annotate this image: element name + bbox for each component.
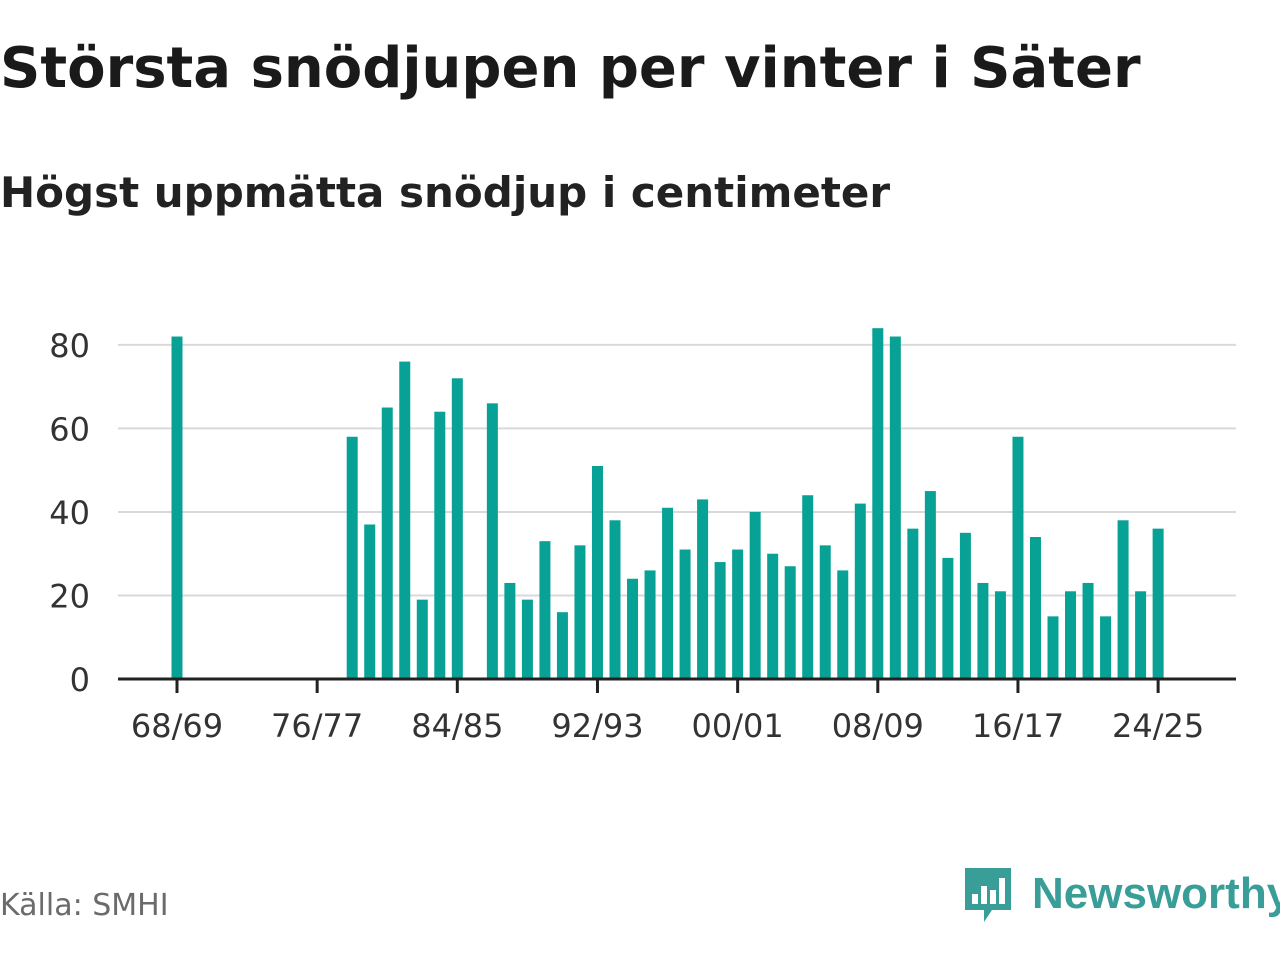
bar-14/15 [977, 582, 989, 679]
chart-subtitle: Högst uppmätta snödjup i centimeter [0, 168, 891, 217]
x-tick-label: 76/77 [271, 707, 363, 745]
x-tick-label: 84/85 [411, 707, 503, 745]
bar-06/07 [837, 570, 849, 679]
y-tick-label: 80 [49, 327, 90, 365]
bar-20/21 [1082, 582, 1094, 679]
bars [171, 328, 1164, 679]
bar-11/12 [924, 491, 936, 679]
x-tick-label: 24/25 [1112, 707, 1204, 745]
y-tick-label: 20 [49, 577, 90, 615]
bar-01/02 [749, 511, 761, 679]
source-note: Källa: SMHI [0, 888, 169, 923]
bar-17/18 [1029, 537, 1041, 679]
bar-08/09 [872, 328, 884, 679]
bar-98/99 [697, 499, 709, 679]
bar-68/69 [171, 336, 183, 679]
y-tick-label: 60 [49, 410, 90, 448]
bar-19/20 [1065, 591, 1077, 679]
bar-24/25 [1152, 528, 1164, 679]
bar-13/14 [959, 532, 971, 679]
bar-86/87 [486, 403, 498, 679]
x-tick-label: 00/01 [692, 707, 784, 745]
x-tick-label: 68/69 [131, 707, 223, 745]
bar-16/17 [1012, 436, 1024, 679]
bar-94/95 [627, 578, 639, 679]
bar-87/88 [504, 582, 516, 679]
newsworthy-logo-icon [965, 868, 1011, 922]
bar-82/83 [416, 599, 428, 679]
bar-83/84 [434, 411, 446, 679]
bar-15/16 [994, 591, 1006, 679]
bar-03/04 [784, 566, 796, 679]
bar-91/92 [574, 545, 586, 679]
bar-07/08 [854, 503, 866, 679]
gridlines [118, 343, 1236, 597]
bar-05/06 [819, 545, 831, 679]
bar-22/23 [1117, 520, 1129, 679]
y-tick-label: 40 [49, 494, 90, 532]
chart-title: Största snödjupen per vinter i Säter [0, 36, 1141, 101]
bar-21/22 [1100, 616, 1112, 679]
bar-90/91 [556, 612, 568, 679]
bar-89/90 [539, 541, 551, 679]
bar-96/97 [662, 507, 674, 679]
x-axis-ticks: 68/69 76/77 84/85 92/93 00/01 08/09 16/17 24/25 [131, 679, 1204, 745]
x-tick-label: 92/93 [551, 707, 643, 745]
bar-97/98 [679, 549, 691, 679]
y-axis-ticks: 0 20 40 60 80 [49, 327, 90, 699]
bar-79/80 [364, 524, 376, 679]
brand-name: Newsworthy [1032, 869, 1280, 918]
bar-95/96 [644, 570, 656, 679]
bar-18/19 [1047, 616, 1059, 679]
bar-92/93 [591, 466, 603, 679]
bar-00/01 [732, 549, 744, 679]
bar-02/03 [767, 553, 779, 679]
bar-81/82 [399, 361, 411, 679]
bar-84/85 [451, 378, 463, 679]
x-tick-label: 08/09 [832, 707, 924, 745]
y-tick-label: 0 [70, 661, 90, 699]
bar-88/89 [521, 599, 533, 679]
bar-09/10 [889, 336, 901, 679]
bar-12/13 [942, 557, 954, 679]
bar-78/79 [346, 436, 358, 679]
bar-93/94 [609, 520, 621, 679]
bar-23/24 [1135, 591, 1147, 679]
brand-logo: Newsworthy [962, 864, 1280, 924]
x-tick-label: 16/17 [972, 707, 1064, 745]
bar-10/11 [907, 528, 919, 679]
bar-80/81 [381, 407, 393, 679]
bar-04/05 [802, 495, 814, 679]
bar-99/00 [714, 562, 726, 679]
